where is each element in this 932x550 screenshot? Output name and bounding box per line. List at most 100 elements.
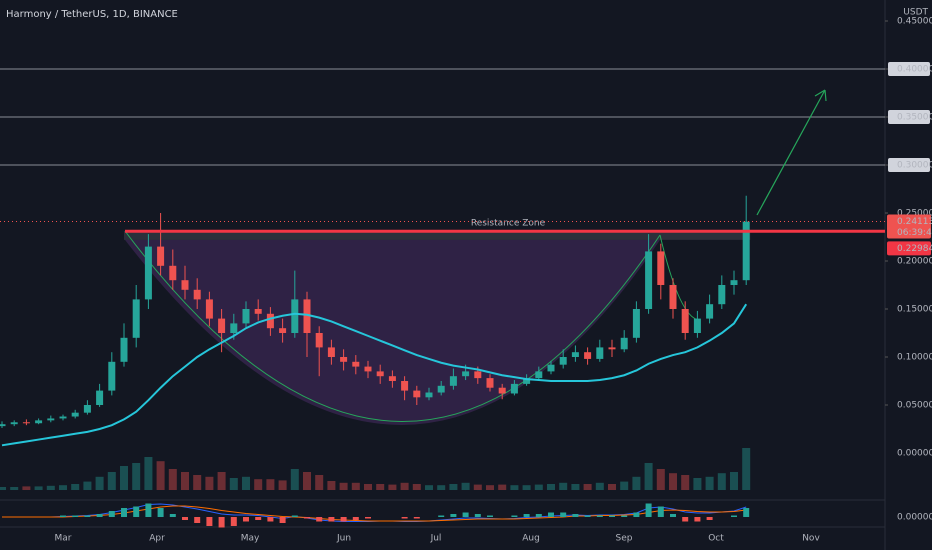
candle-body: [535, 371, 543, 379]
candle-body: [364, 366, 372, 372]
macd-histogram: [243, 517, 249, 522]
price-label-box: [888, 110, 930, 124]
candle-body: [388, 376, 396, 381]
candle-body: [218, 318, 226, 333]
macd-histogram: [450, 514, 457, 517]
volume-bar: [303, 472, 311, 490]
candle-body: [59, 416, 67, 419]
macd-histogram: [609, 515, 615, 517]
candle-body: [303, 299, 311, 333]
candle-body: [523, 378, 531, 384]
volume-bar: [132, 463, 141, 490]
x-tick-label: Aug: [522, 534, 540, 544]
volume-bar: [412, 484, 421, 490]
volume-bar: [205, 476, 214, 490]
volume-bar: [400, 482, 409, 490]
moving-average: [1, 303, 748, 447]
y-tick-label: 0.40000: [897, 65, 932, 75]
volume-bar: [730, 472, 738, 490]
resistance-zone: [124, 231, 751, 240]
macd-histogram: [487, 515, 493, 517]
y-tick-label: 0.45000: [897, 17, 932, 27]
volume-bar: [669, 473, 677, 490]
candle-body: [315, 333, 323, 348]
candle-body: [10, 422, 18, 425]
candle-body: [706, 304, 714, 319]
volume-bar: [22, 486, 31, 490]
macd-histogram: [145, 503, 152, 517]
macd-histogram: [633, 512, 640, 517]
price-label-box: [888, 158, 930, 172]
price-label-box: [888, 62, 930, 76]
macd-histogram: [84, 515, 91, 517]
y-tick-label: 0.20000: [897, 257, 932, 267]
macd-histogram: [328, 517, 335, 522]
volume-bar: [388, 484, 397, 490]
macd-histogram: [645, 503, 652, 517]
y-tick-label: 0.25000: [897, 209, 932, 219]
candle-body: [83, 405, 91, 413]
volume-bar: [193, 475, 202, 490]
volume-bar: [461, 482, 470, 490]
macd-histogram: [596, 515, 603, 517]
macd-histogram: [413, 517, 420, 519]
macd-histogram: [682, 517, 689, 522]
macd-histogram: [194, 517, 201, 523]
macd-histogram: [572, 514, 579, 517]
volume-bar: [534, 484, 543, 490]
last-price-label: 0.24113: [897, 217, 932, 227]
volume-bar: [168, 469, 177, 490]
candle-body: [498, 387, 506, 394]
macd-histogram: [157, 508, 164, 517]
volume-bar: [583, 484, 592, 490]
currency-label: USDT: [903, 8, 928, 18]
volume-bar: [46, 485, 55, 490]
volume-bar: [681, 475, 690, 490]
volume-bar: [144, 457, 153, 490]
x-tick-label: Nov: [802, 534, 820, 544]
macd-histogram: [96, 514, 103, 517]
resistance-label: Resistance Zone: [471, 219, 546, 229]
candle-body: [510, 383, 518, 394]
x-tick-label: Apr: [149, 534, 165, 544]
volume-bar: [693, 478, 702, 490]
macd-histogram: [304, 517, 310, 519]
candle-body: [254, 309, 262, 314]
volume-bar: [266, 479, 275, 490]
candle-body: [327, 347, 335, 357]
macd-histogram: [182, 517, 188, 520]
macd-histogram: [255, 517, 262, 520]
candle-body: [559, 357, 567, 365]
volume-bar: [644, 463, 653, 490]
macd-histogram: [340, 517, 347, 522]
candle-body: [291, 299, 299, 333]
macd-histogram: [267, 517, 274, 522]
candle-body: [681, 309, 689, 333]
candle-body: [169, 265, 177, 281]
volume-bar: [717, 473, 726, 490]
candle-body: [608, 347, 616, 350]
candle-body: [718, 285, 726, 305]
candle-body: [230, 323, 238, 333]
candle-body: [157, 246, 165, 266]
candle-body: [205, 299, 213, 319]
volume-bar: [10, 487, 19, 490]
volume-bar: [608, 484, 616, 490]
x-tick-label: Jul: [430, 534, 442, 544]
macd-histogram: [621, 515, 628, 517]
candle-body: [571, 352, 579, 357]
volume-bar: [327, 481, 336, 490]
x-tick-label: Oct: [708, 534, 724, 544]
candle-body: [657, 251, 665, 285]
candle-body: [730, 280, 738, 285]
candle-body: [193, 289, 201, 300]
candle-body: [449, 376, 457, 386]
volume-bar: [217, 472, 226, 490]
volume-bar: [510, 485, 519, 490]
last-price-box: [887, 214, 931, 239]
volume-bar: [425, 485, 433, 490]
macd-histogram: [694, 517, 701, 522]
volume-bar: [742, 448, 751, 490]
y-tick-label: 0.05000: [897, 401, 932, 411]
